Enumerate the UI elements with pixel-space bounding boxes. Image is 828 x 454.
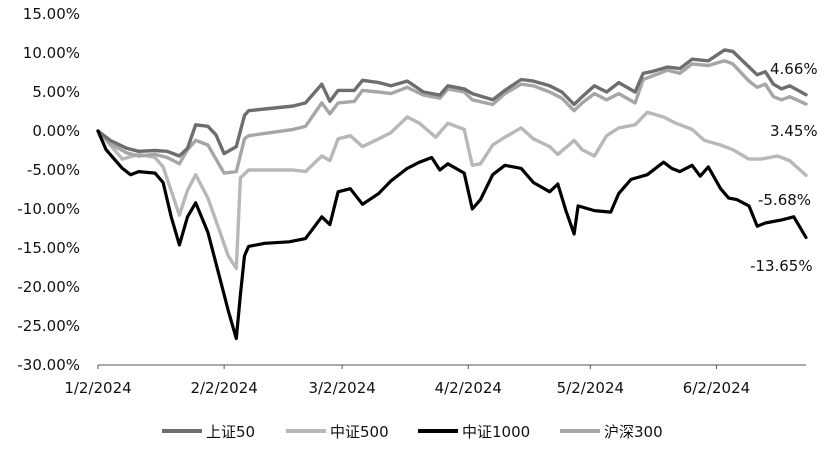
series-line-4 xyxy=(96,59,808,175)
y-tick-label: -10.00% xyxy=(17,200,80,218)
series-end-labels: 4.66% 3.45% -5.68% -13.65% xyxy=(750,60,818,275)
series-end-label: -13.65% xyxy=(750,257,813,275)
legend-label: 中证1000 xyxy=(462,423,530,441)
legend-item: 中证1000 xyxy=(418,423,530,441)
y-tick-label: -25.00% xyxy=(17,317,80,335)
legend-label: 沪深300 xyxy=(604,423,663,441)
y-tick-label: 5.00% xyxy=(32,83,80,101)
legend-item: 沪深300 xyxy=(560,423,663,441)
x-tick-label: 3/2/2024 xyxy=(308,379,375,397)
y-tick-label: -30.00% xyxy=(17,356,80,374)
y-tick-label: 10.00% xyxy=(23,44,80,62)
series-lines xyxy=(96,48,808,341)
y-tick-label: 0.00% xyxy=(32,122,80,140)
series-line-1 xyxy=(96,48,808,158)
series-end-label: 4.66% xyxy=(770,60,818,78)
x-axis-tick-labels: 1/2/2024 2/2/2024 3/2/2024 4/2/2024 5/2/2024… xyxy=(64,365,750,397)
y-axis-tick-labels: 15.00% 10.00% 5.00% 0.00% -5.00% -10.00% -15.0… xyxy=(17,5,80,374)
series-line-2 xyxy=(96,110,808,270)
legend-item: 上证50 xyxy=(162,423,255,441)
y-tick-label: -15.00% xyxy=(17,239,80,257)
legend: 上证50 中证500 中证1000 沪深300 xyxy=(162,423,663,441)
y-tick-label: -20.00% xyxy=(17,278,80,296)
series-line-3 xyxy=(96,129,808,341)
x-tick-label: 1/2/2024 xyxy=(64,379,131,397)
y-tick-label: 15.00% xyxy=(23,5,80,23)
x-tick-label: 6/2/2024 xyxy=(683,379,750,397)
series-end-label: -5.68% xyxy=(758,191,811,209)
series-end-label: 3.45% xyxy=(770,122,818,140)
legend-item: 中证500 xyxy=(286,423,389,441)
legend-label: 上证50 xyxy=(206,423,255,441)
x-tick-label: 5/2/2024 xyxy=(557,379,624,397)
x-tick-label: 2/2/2024 xyxy=(190,379,257,397)
legend-label: 中证500 xyxy=(330,423,389,441)
x-tick-label: 4/2/2024 xyxy=(435,379,502,397)
y-tick-label: -5.00% xyxy=(27,161,80,179)
